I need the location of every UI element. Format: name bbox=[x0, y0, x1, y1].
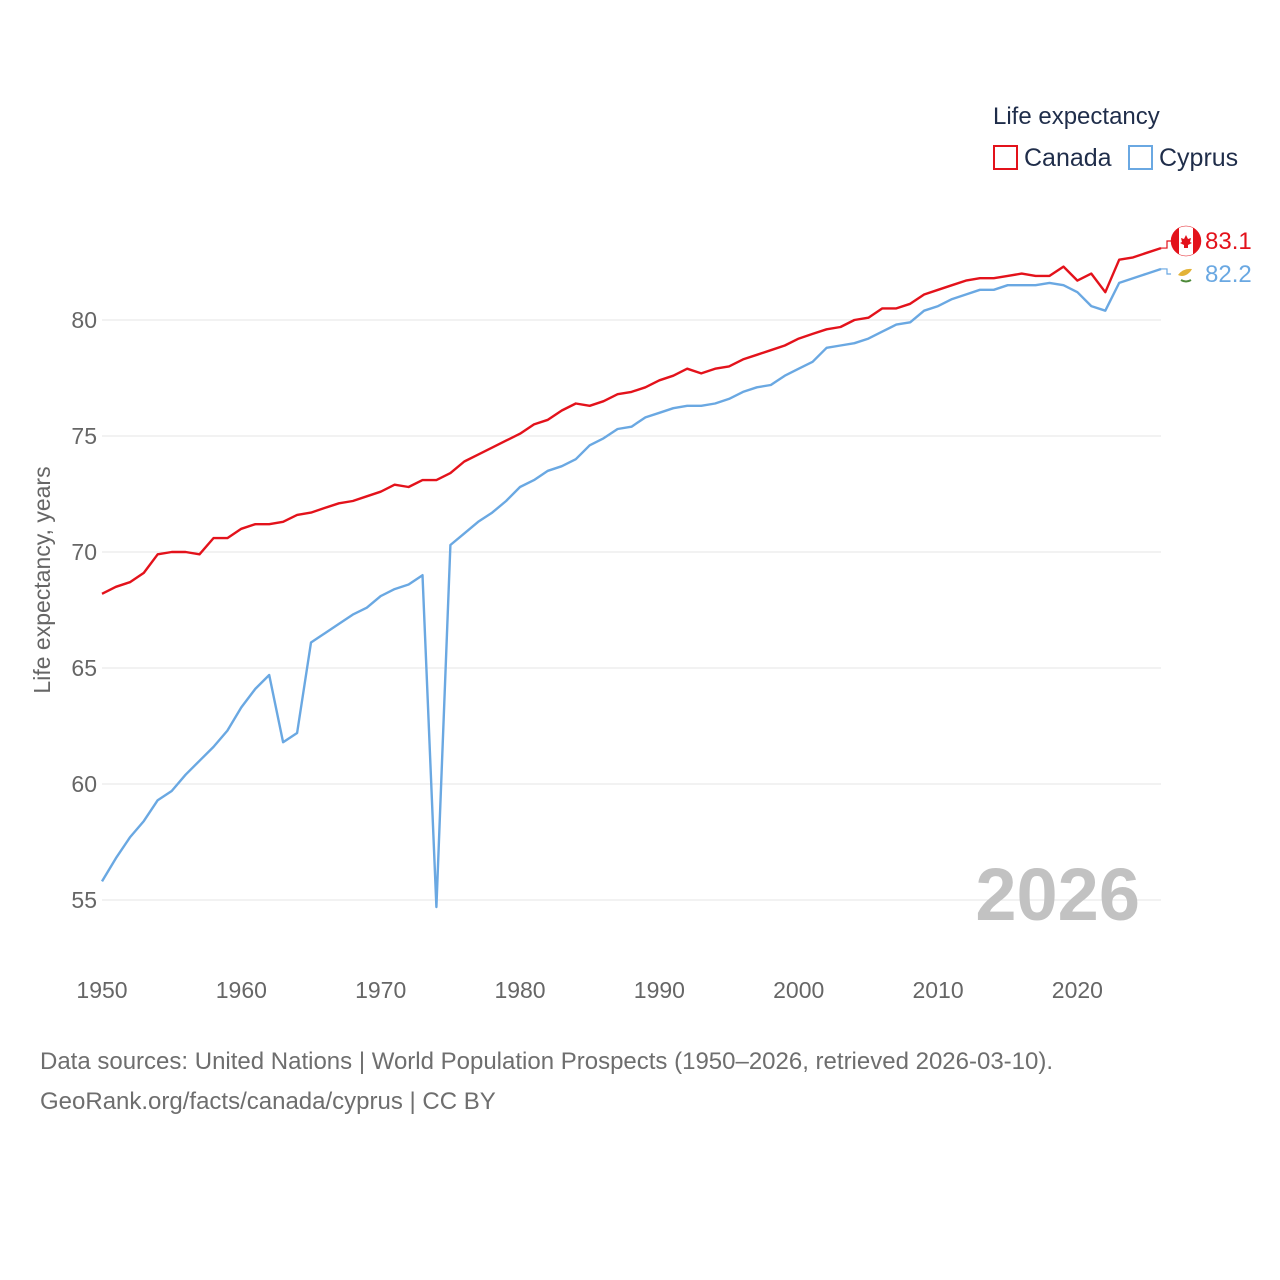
x-tick-label: 2020 bbox=[1052, 977, 1103, 1003]
legend: Life expectancy Canada Cyprus bbox=[993, 103, 1238, 172]
y-tick-label: 75 bbox=[71, 423, 97, 449]
series-line-cyprus bbox=[100, 267, 1162, 909]
y-axis-title: Life expectancy, years bbox=[29, 466, 55, 693]
y-tick-label: 65 bbox=[71, 655, 97, 681]
legend-title: Life expectancy bbox=[993, 103, 1160, 130]
legend-swatch-canada bbox=[993, 145, 1018, 170]
end-value-canada: 83.1 bbox=[1205, 228, 1252, 255]
y-tick-label: 55 bbox=[71, 887, 97, 913]
end-markers: 83.1 82.2 bbox=[1161, 225, 1252, 289]
x-tick-label: 1970 bbox=[355, 977, 406, 1003]
source-line-1: Data sources: United Nations | World Pop… bbox=[40, 1048, 1054, 1075]
legend-swatch-cyprus bbox=[1128, 145, 1153, 170]
y-tick-label: 80 bbox=[71, 307, 97, 333]
y-axis-ticks: 55 60 65 70 75 80 bbox=[71, 307, 97, 913]
end-value-cyprus: 82.2 bbox=[1205, 261, 1252, 288]
cyprus-flag-icon bbox=[1171, 259, 1201, 289]
y-tick-label: 70 bbox=[71, 539, 97, 565]
y-tick-label: 60 bbox=[71, 771, 97, 797]
x-tick-label: 1990 bbox=[634, 977, 685, 1003]
x-tick-label: 1980 bbox=[494, 977, 545, 1003]
end-connector-canada bbox=[1161, 240, 1173, 249]
source-note: Data sources: United Nations | World Pop… bbox=[40, 1042, 1240, 1122]
legend-label-canada: Canada bbox=[1024, 144, 1112, 172]
x-axis-ticks: 1950 1960 1970 1980 1990 2000 2010 2020 bbox=[76, 977, 1103, 1003]
canada-flag-icon bbox=[1170, 225, 1202, 257]
gridlines bbox=[102, 319, 1161, 901]
legend-label-cyprus: Cyprus bbox=[1159, 144, 1238, 172]
series-line-canada bbox=[101, 246, 1162, 595]
x-tick-label: 2000 bbox=[773, 977, 824, 1003]
end-connector-cyprus bbox=[1161, 268, 1173, 275]
x-tick-label: 1950 bbox=[76, 977, 127, 1003]
source-line-2: GeoRank.org/facts/canada/cyprus | CC BY bbox=[40, 1088, 496, 1115]
x-tick-label: 2010 bbox=[912, 977, 963, 1003]
year-stamp: 2026 bbox=[975, 853, 1140, 936]
series-lines bbox=[100, 246, 1162, 909]
x-tick-label: 1960 bbox=[216, 977, 267, 1003]
